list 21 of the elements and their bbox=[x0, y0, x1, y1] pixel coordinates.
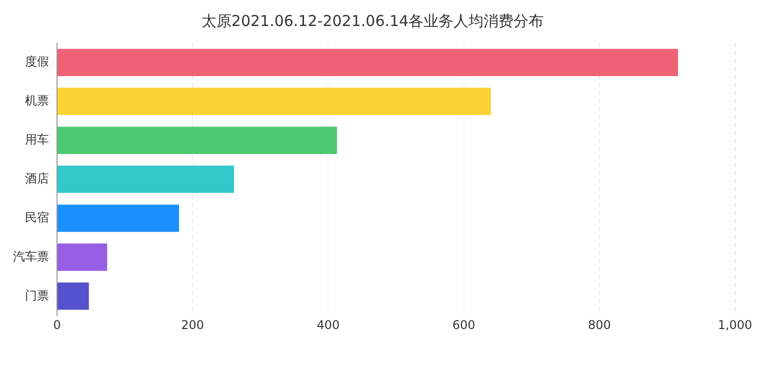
bar bbox=[58, 166, 234, 193]
y-tick-label: 机票 bbox=[25, 94, 49, 108]
x-tick-label: 800 bbox=[588, 318, 611, 332]
y-tick-label: 度假 bbox=[25, 54, 49, 69]
bar bbox=[58, 204, 180, 232]
bar bbox=[58, 88, 491, 116]
bar bbox=[58, 244, 108, 271]
x-tick-label: 400 bbox=[316, 318, 340, 332]
y-tick-label: 民宿 bbox=[25, 210, 49, 224]
y-tick-label: 用车 bbox=[25, 132, 49, 146]
x-tick-label: 200 bbox=[181, 318, 204, 332]
bar bbox=[58, 126, 338, 154]
x-tick-label: 0 bbox=[53, 318, 61, 332]
bar bbox=[58, 282, 89, 310]
y-tick-label: 门票 bbox=[25, 288, 49, 302]
y-tick-label: 汽车票 bbox=[13, 249, 49, 264]
y-tick-label: 酒店 bbox=[25, 171, 49, 186]
x-tick-label: 1,000 bbox=[718, 318, 752, 332]
x-tick-label: 600 bbox=[452, 318, 476, 332]
bar bbox=[58, 48, 678, 76]
chart-title: 太原2021.06.12-2021.06.14各业务人均消费分布 bbox=[201, 12, 544, 30]
